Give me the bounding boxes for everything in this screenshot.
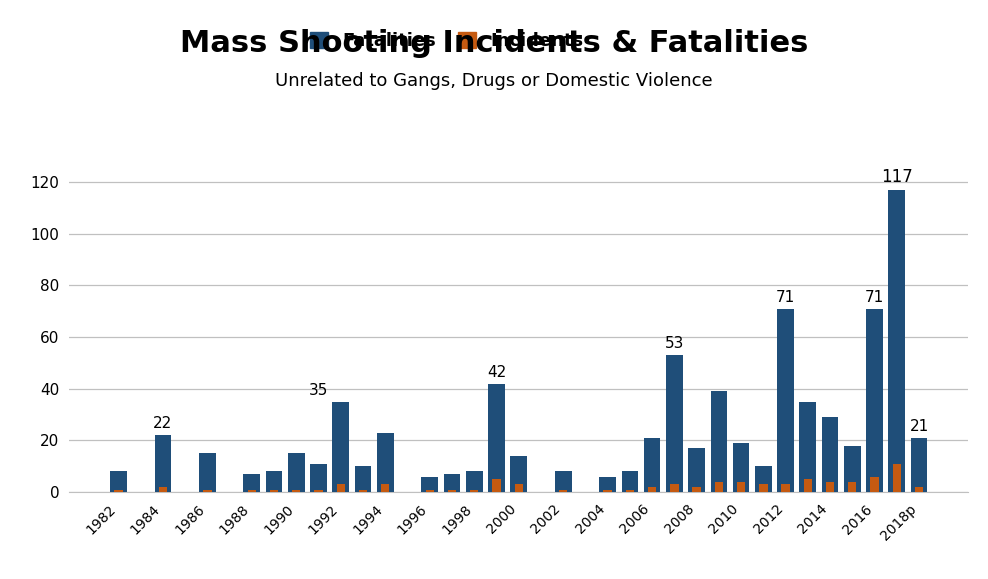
Bar — [266, 471, 283, 492]
Bar — [426, 490, 434, 492]
Bar — [604, 490, 612, 492]
Text: 71: 71 — [864, 290, 884, 305]
Bar — [644, 438, 661, 492]
Bar — [737, 482, 745, 492]
Bar — [515, 485, 523, 492]
Bar — [332, 402, 349, 492]
Bar — [915, 487, 923, 492]
Bar — [621, 471, 638, 492]
Bar — [243, 474, 260, 492]
Bar — [159, 487, 167, 492]
Bar — [310, 464, 327, 492]
Bar — [154, 435, 171, 492]
Bar — [870, 477, 878, 492]
Bar — [492, 479, 501, 492]
Text: 42: 42 — [487, 365, 506, 380]
Bar — [866, 309, 883, 492]
Bar — [488, 384, 505, 492]
Bar — [466, 471, 482, 492]
Bar — [888, 190, 905, 492]
Bar — [381, 485, 389, 492]
Bar — [355, 466, 371, 492]
Bar — [600, 477, 616, 492]
Bar — [248, 490, 256, 492]
Bar — [115, 490, 123, 492]
Bar — [782, 485, 789, 492]
Bar — [199, 453, 215, 492]
Bar — [204, 490, 211, 492]
Bar — [826, 482, 834, 492]
Text: 117: 117 — [881, 168, 913, 186]
Text: 71: 71 — [776, 290, 795, 305]
Bar — [844, 446, 861, 492]
Bar — [470, 490, 478, 492]
Bar — [270, 490, 279, 492]
Bar — [666, 356, 683, 492]
Bar — [710, 391, 727, 492]
Text: 22: 22 — [153, 416, 173, 431]
Bar — [559, 490, 567, 492]
Bar — [422, 477, 438, 492]
Bar — [625, 490, 634, 492]
Text: 35: 35 — [309, 383, 328, 398]
Bar — [292, 490, 300, 492]
Bar — [911, 438, 928, 492]
Bar — [444, 474, 460, 492]
Bar — [848, 482, 857, 492]
Text: 21: 21 — [909, 419, 929, 434]
Bar — [376, 433, 393, 492]
Bar — [511, 456, 527, 492]
Bar — [448, 490, 456, 492]
Bar — [689, 448, 705, 492]
Bar — [314, 490, 323, 492]
Bar — [288, 453, 304, 492]
Bar — [337, 485, 345, 492]
Text: Unrelated to Gangs, Drugs or Domestic Violence: Unrelated to Gangs, Drugs or Domestic Vi… — [276, 72, 712, 90]
Bar — [733, 443, 750, 492]
Bar — [892, 464, 901, 492]
Bar — [803, 479, 812, 492]
Bar — [759, 485, 768, 492]
Bar — [778, 309, 794, 492]
Text: Mass Shooting Incidents & Fatalities: Mass Shooting Incidents & Fatalities — [180, 29, 808, 58]
Bar — [670, 485, 679, 492]
Bar — [822, 417, 839, 492]
Bar — [693, 487, 700, 492]
Bar — [555, 471, 571, 492]
Bar — [359, 490, 368, 492]
Bar — [799, 402, 816, 492]
Text: 53: 53 — [665, 336, 684, 351]
Bar — [110, 471, 126, 492]
Bar — [755, 466, 772, 492]
Bar — [714, 482, 723, 492]
Legend: Fatalities, Incidents: Fatalities, Incidents — [302, 24, 591, 57]
Bar — [648, 487, 656, 492]
